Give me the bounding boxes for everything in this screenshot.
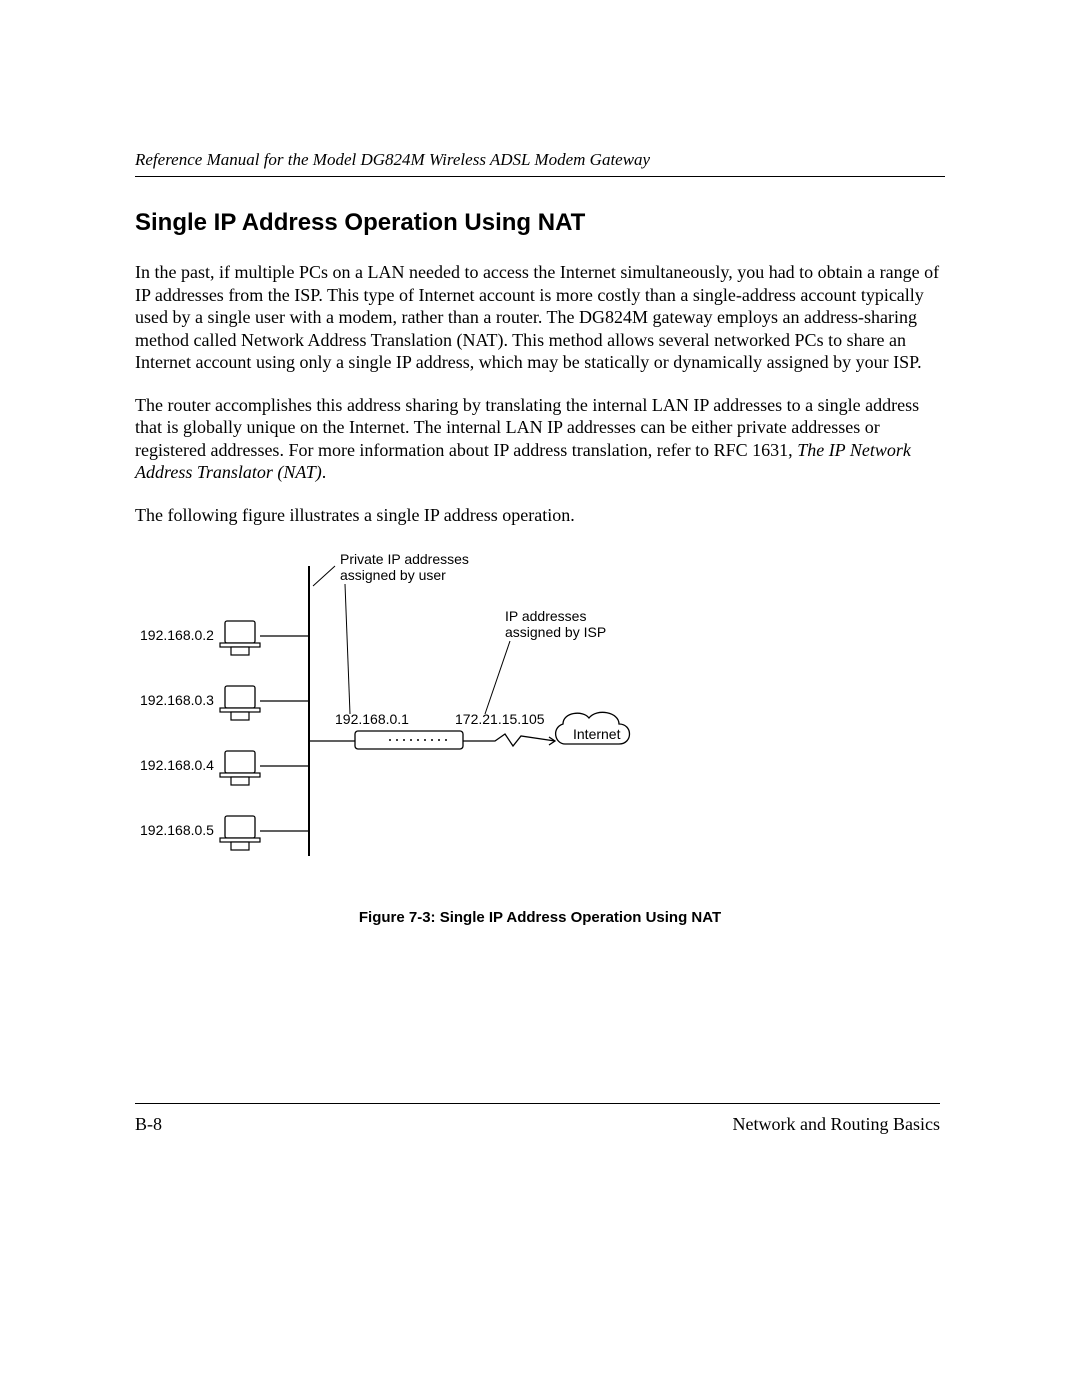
page-body: Reference Manual for the Model DG824M Wi… bbox=[0, 0, 1080, 926]
pc-4 bbox=[220, 816, 309, 850]
running-header: Reference Manual for the Model DG824M Wi… bbox=[135, 150, 945, 170]
private-ip-label-l2: assigned by user bbox=[340, 567, 446, 583]
isp-ip-label-l1: IP addresses bbox=[505, 608, 586, 624]
pc-ip-3: 192.168.0.4 bbox=[140, 757, 214, 773]
internet-label: Internet bbox=[573, 726, 621, 742]
wan-link-line bbox=[463, 734, 555, 746]
router bbox=[355, 731, 463, 749]
footer-section-title: Network and Routing Basics bbox=[733, 1114, 940, 1135]
nat-diagram: 192.168.0.2 192.168.0.3 192.168.0.4 bbox=[135, 546, 945, 926]
header-rule bbox=[135, 176, 945, 177]
pc-ip-1: 192.168.0.2 bbox=[140, 627, 214, 643]
paragraph-2-tail: . bbox=[322, 462, 327, 482]
router-lan-ip: 192.168.0.1 bbox=[335, 711, 409, 727]
pc-1 bbox=[220, 621, 309, 655]
router-wan-ip: 172.21.15.105 bbox=[455, 711, 545, 727]
pc-ip-2: 192.168.0.3 bbox=[140, 692, 214, 708]
page-footer: B-8 Network and Routing Basics bbox=[135, 1103, 940, 1135]
pc-2 bbox=[220, 686, 309, 720]
section-heading: Single IP Address Operation Using NAT bbox=[135, 209, 945, 237]
private-leader-2 bbox=[345, 584, 350, 714]
paragraph-2: The router accomplishes this address sha… bbox=[135, 394, 945, 484]
footer-page-number: B-8 bbox=[135, 1114, 162, 1135]
paragraph-1: In the past, if multiple PCs on a LAN ne… bbox=[135, 261, 945, 374]
isp-ip-label-l2: assigned by ISP bbox=[505, 624, 606, 640]
nat-diagram-svg: 192.168.0.2 192.168.0.3 192.168.0.4 bbox=[135, 546, 695, 886]
paragraph-3: The following figure illustrates a singl… bbox=[135, 504, 945, 527]
private-ip-label-l1: Private IP addresses bbox=[340, 551, 469, 567]
pc-3 bbox=[220, 751, 309, 785]
private-leader-1 bbox=[313, 566, 335, 586]
pc-ip-4: 192.168.0.5 bbox=[140, 822, 214, 838]
isp-leader bbox=[485, 641, 510, 714]
footer-rule bbox=[135, 1103, 940, 1104]
figure-caption: Figure 7-3: Single IP Address Operation … bbox=[135, 909, 945, 926]
